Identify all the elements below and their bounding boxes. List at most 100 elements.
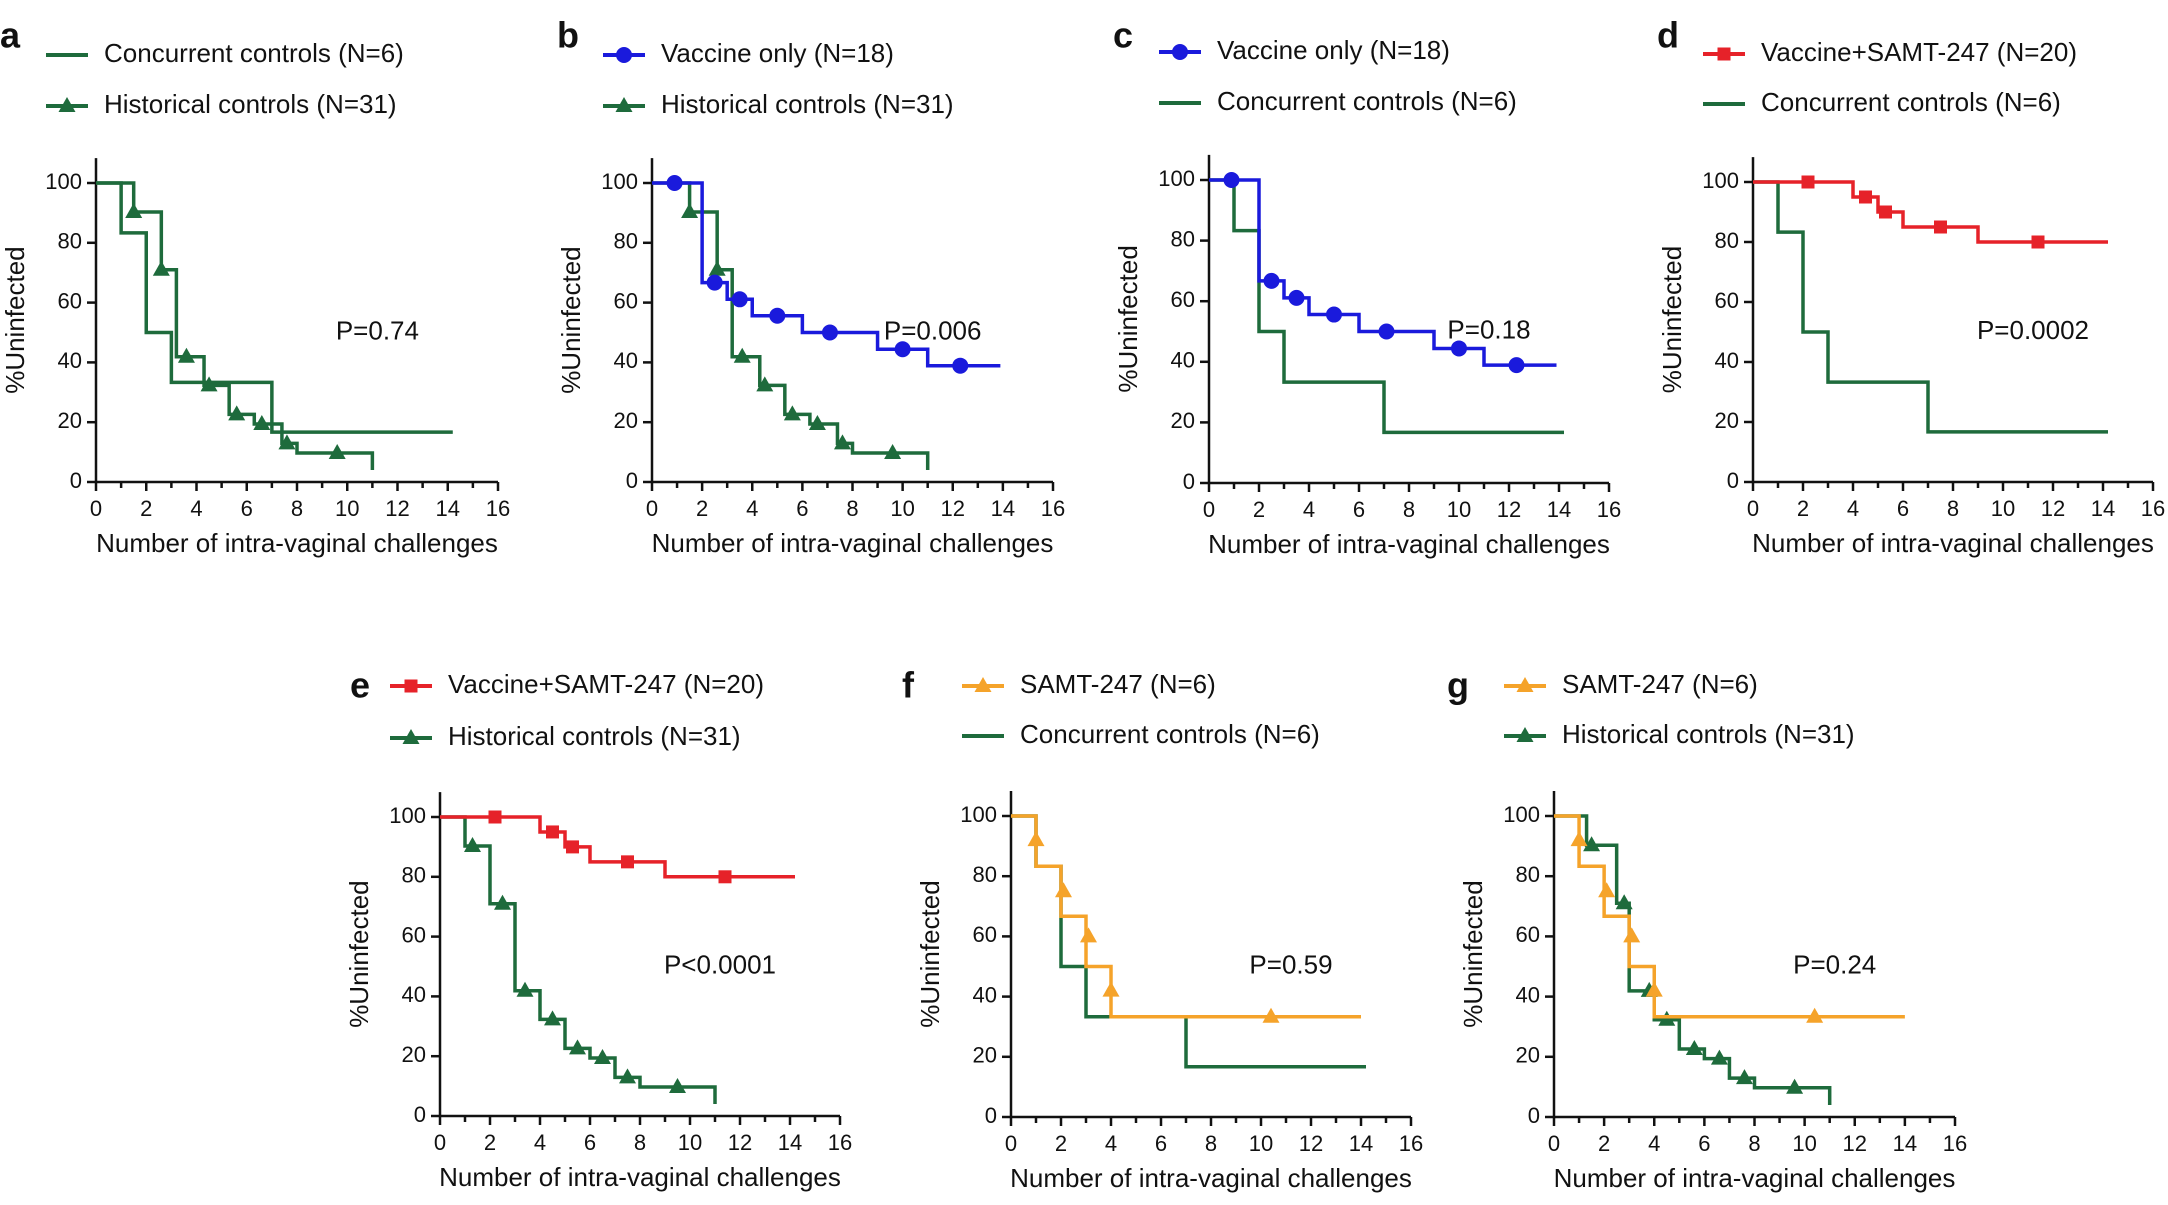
y-tick-label: 0 — [985, 1103, 997, 1128]
x-tick-label: 12 — [728, 1130, 752, 1155]
censor-marker — [1786, 1078, 1804, 1094]
chart-panel-c: c Vaccine only (N=18) Concurrent controls … — [1113, 15, 1621, 559]
y-tick-label: 0 — [1528, 1103, 1540, 1128]
x-tick-label: 6 — [796, 496, 808, 521]
legend-label: Historical controls (N=31) — [661, 89, 954, 119]
y-axis-label: %Uninfected — [0, 246, 30, 393]
x-tick-label: 0 — [90, 496, 102, 521]
x-tick-label: 6 — [241, 496, 253, 521]
legend-label: Vaccine only (N=18) — [1217, 35, 1450, 65]
legend-label: Concurrent controls (N=6) — [1020, 719, 1320, 749]
x-tick-label: 4 — [190, 496, 202, 521]
censor-marker — [821, 324, 838, 341]
censor-marker — [1378, 323, 1395, 340]
censor-marker — [253, 414, 271, 430]
censor-marker — [1859, 190, 1872, 204]
censor-marker — [894, 341, 911, 358]
y-tick-label: 80 — [58, 229, 82, 254]
legend-marker — [615, 97, 633, 112]
censor-marker — [708, 260, 726, 276]
y-axis-label: %Uninfected — [344, 880, 374, 1027]
censor-marker — [278, 434, 296, 450]
x-tick-label: 0 — [1203, 497, 1215, 522]
x-tick-label: 16 — [1399, 1131, 1423, 1156]
panel-letter: b — [557, 15, 579, 56]
series-line — [652, 181, 930, 471]
y-tick-label: 100 — [960, 802, 997, 827]
censor-marker — [177, 347, 195, 363]
x-tick-label: 2 — [1253, 497, 1265, 522]
x-tick-label: 4 — [1847, 496, 1859, 521]
y-tick-label: 100 — [389, 803, 426, 828]
censor-marker — [952, 357, 969, 374]
y-tick-label: 20 — [1171, 408, 1195, 433]
censor-marker — [1645, 981, 1663, 997]
x-tick-label: 0 — [646, 496, 658, 521]
x-tick-label: 2 — [484, 1130, 496, 1155]
legend-label: Historical controls (N=31) — [448, 721, 741, 751]
x-tick-label: 14 — [2091, 496, 2115, 521]
censor-marker — [1623, 927, 1641, 943]
y-tick-label: 100 — [1503, 802, 1540, 827]
x-tick-label: 6 — [1155, 1131, 1167, 1156]
y-tick-label: 20 — [1516, 1043, 1540, 1068]
y-tick-label: 0 — [626, 468, 638, 493]
x-axis-label: Number of intra-vaginal challenges — [652, 528, 1054, 558]
legend-marker — [1717, 47, 1731, 61]
x-tick-label: 16 — [1943, 1131, 1967, 1156]
panel-letter: f — [902, 665, 915, 706]
x-axis-label: Number of intra-vaginal challenges — [1752, 528, 2154, 558]
y-tick-label: 100 — [1158, 166, 1195, 191]
y-axis-label: %Uninfected — [556, 246, 586, 393]
censor-marker — [544, 1010, 561, 1026]
p-value: P=0.74 — [336, 315, 419, 345]
censor-marker — [718, 870, 732, 884]
legend-label: Concurrent controls (N=6) — [1761, 87, 2061, 117]
x-axis-label: Number of intra-vaginal challenges — [1554, 1163, 1956, 1193]
y-tick-label: 60 — [1516, 922, 1540, 947]
censor-marker — [783, 405, 801, 421]
legend-label: Vaccine only (N=18) — [661, 38, 894, 68]
censor-marker — [125, 203, 143, 219]
y-tick-label: 20 — [58, 408, 82, 433]
chart-panel-b: b Vaccine only (N=18) Historical controls … — [556, 15, 1065, 558]
x-axis-label: Number of intra-vaginal challenges — [439, 1162, 841, 1192]
p-value: P=0.006 — [884, 315, 982, 345]
chart-panel-e: e Vaccine+SAMT-247 (N=20) Historical contr… — [344, 665, 852, 1192]
p-value: P=0.24 — [1793, 949, 1876, 979]
censor-marker — [2031, 235, 2045, 249]
censor-marker — [566, 840, 579, 854]
censor-marker — [1934, 220, 1947, 234]
censor-marker — [769, 307, 786, 324]
y-tick-label: 0 — [70, 468, 82, 493]
censor-marker — [464, 837, 481, 853]
censor-marker — [1223, 172, 1240, 188]
series-line — [1554, 814, 1832, 1105]
y-tick-label: 100 — [1702, 168, 1739, 193]
censor-marker — [1451, 340, 1467, 357]
censor-marker — [1263, 272, 1280, 289]
x-tick-label: 14 — [1349, 1131, 1373, 1156]
y-tick-label: 60 — [402, 922, 426, 947]
censor-marker — [666, 175, 683, 191]
x-tick-label: 8 — [291, 496, 303, 521]
x-tick-label: 10 — [1249, 1131, 1273, 1156]
x-tick-label: 2 — [140, 496, 152, 521]
x-tick-label: 14 — [436, 496, 460, 521]
censor-marker — [706, 274, 723, 291]
censor-marker — [1080, 927, 1097, 943]
x-tick-label: 4 — [1105, 1131, 1117, 1156]
p-value: P=0.59 — [1249, 949, 1332, 979]
panel-letter: g — [1447, 665, 1469, 706]
y-axis-label: %Uninfected — [1458, 880, 1488, 1027]
x-tick-label: 12 — [1299, 1131, 1323, 1156]
y-tick-label: 60 — [1715, 288, 1739, 313]
x-axis-label: Number of intra-vaginal challenges — [1208, 529, 1610, 559]
x-tick-label: 0 — [434, 1130, 446, 1155]
censor-marker — [516, 981, 534, 997]
chart-panel-g: g SAMT-247 (N=6) Historical controls (N=31… — [1447, 665, 1967, 1193]
censor-marker — [494, 894, 511, 910]
x-tick-label: 16 — [828, 1130, 852, 1155]
censor-marker — [1508, 357, 1525, 374]
x-tick-label: 10 — [678, 1130, 702, 1155]
